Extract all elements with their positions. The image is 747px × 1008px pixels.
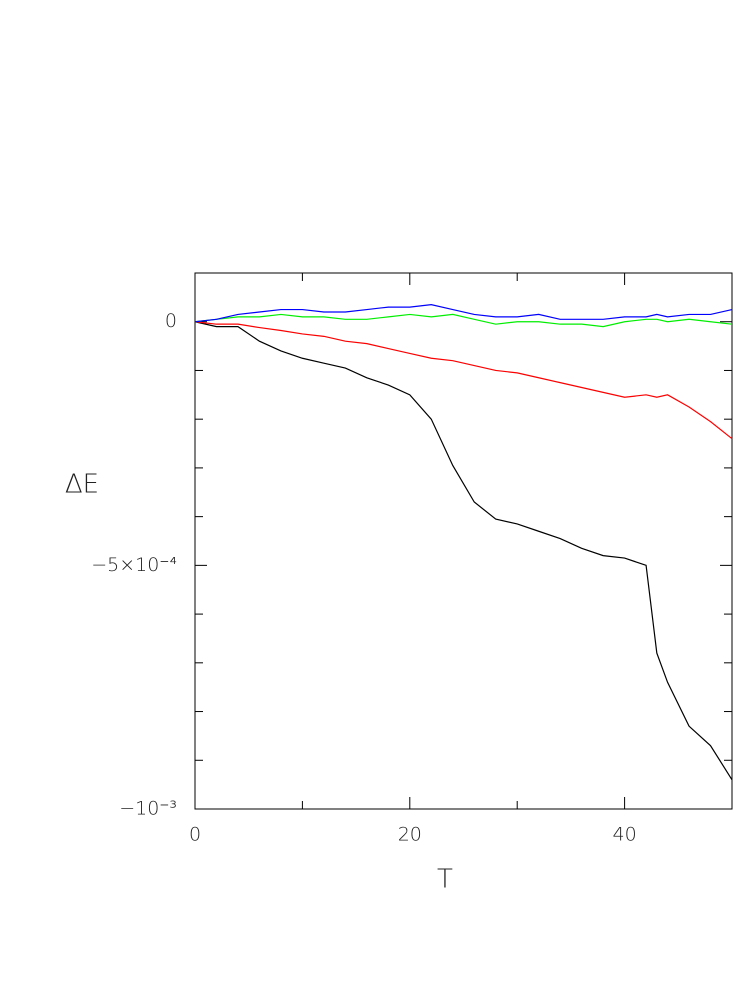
y-tick-label: −10⁻³ xyxy=(119,798,177,820)
x-axis-label: T xyxy=(437,865,453,895)
x-tick-label: 40 xyxy=(613,824,637,846)
series-line xyxy=(194,321,733,781)
plot-frame xyxy=(194,272,733,810)
x-tick-label: 0 xyxy=(189,824,201,846)
series-line xyxy=(194,313,733,328)
y-axis-label: ΔE xyxy=(65,470,99,500)
series-line xyxy=(194,321,733,440)
x-tick-label: 20 xyxy=(398,824,422,846)
series-line xyxy=(194,304,733,323)
y-tick-label: −5×10⁻⁴ xyxy=(91,554,177,576)
y-tick-label: 0 xyxy=(165,310,177,332)
